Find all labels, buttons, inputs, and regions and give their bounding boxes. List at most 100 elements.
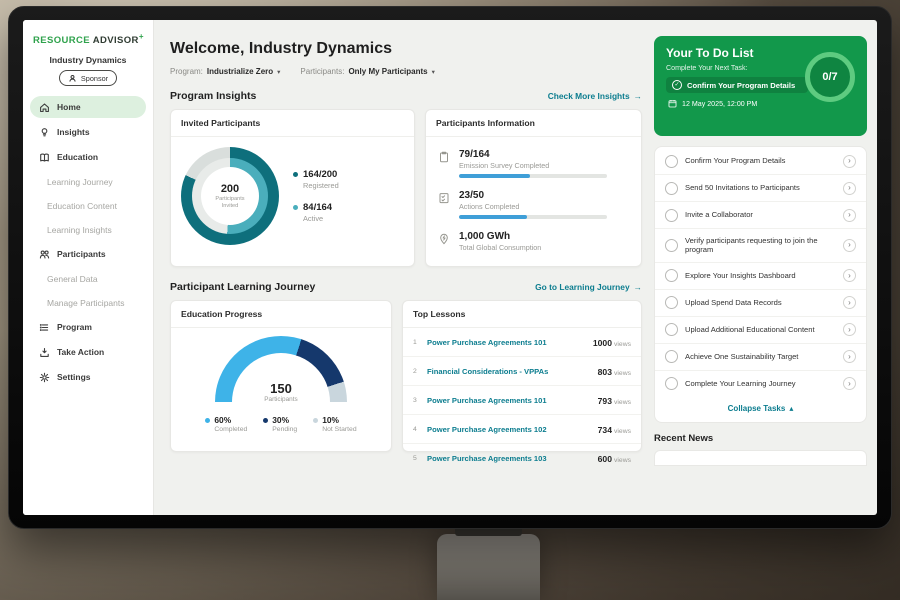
sidebar-item-general-data[interactable]: General Data <box>30 268 146 289</box>
chevron-right-icon[interactable]: › <box>843 377 856 391</box>
collapse-tasks-button[interactable]: Collapse Tasks ▴ <box>655 397 866 421</box>
chevron-right-icon[interactable]: › <box>843 323 856 337</box>
task-checkbox[interactable] <box>665 154 678 168</box>
recent-news-card <box>654 449 867 466</box>
sidebar-item-settings[interactable]: Settings <box>30 366 146 388</box>
chevron-right-icon[interactable]: › <box>843 154 856 168</box>
chevron-right-icon[interactable]: › <box>843 181 856 195</box>
chevron-up-icon: ▴ <box>789 403 794 413</box>
task-checkbox[interactable] <box>665 323 678 337</box>
sidebar-item-label: Take Action <box>57 347 105 358</box>
sidebar-item-education-content[interactable]: Education Content <box>30 195 146 216</box>
gauge-center-value: 150 <box>270 381 292 396</box>
task-row[interactable]: Upload Additional Educational Content › <box>655 317 866 344</box>
lesson-row[interactable]: 1 Power Purchase Agreements 101 1000 view… <box>403 328 641 357</box>
sidebar-item-learning-insights[interactable]: Learning Insights <box>30 219 146 240</box>
lesson-row[interactable]: 3 Power Purchase Agreements 101 793 views <box>403 386 641 415</box>
lesson-title-link[interactable]: Power Purchase Agreements 103 <box>427 453 547 463</box>
lesson-row[interactable]: 5 Power Purchase Agreements 103 600 views <box>403 444 641 472</box>
legend-not-started: 10% Not Started <box>313 415 357 433</box>
task-checkbox[interactable] <box>665 350 678 364</box>
lesson-title-link[interactable]: Power Purchase Agreements 102 <box>427 424 547 434</box>
chevron-right-icon[interactable]: › <box>843 269 856 283</box>
chevron-right-icon[interactable]: › <box>843 238 856 252</box>
lesson-rank: 2 <box>413 367 417 375</box>
legend-active: 84/164 Active <box>293 202 339 223</box>
sidebar-item-insights[interactable]: Insights <box>30 121 146 143</box>
legend-label: Pending <box>272 426 298 433</box>
sidebar-item-education[interactable]: Education <box>30 146 146 168</box>
participants-filter-dropdown[interactable]: Only My Participants <box>348 67 428 76</box>
sponsor-icon <box>69 74 76 82</box>
task-row[interactable]: Send 50 Invitations to Participants › <box>655 175 866 202</box>
legend-dot <box>263 417 269 423</box>
legend-label: Completed <box>214 426 248 433</box>
sidebar-item-learning-journey[interactable]: Learning Journey <box>30 171 146 192</box>
chevron-down-icon[interactable]: ▾ <box>431 68 435 76</box>
link-label: Go to Learning Journey <box>535 282 630 292</box>
app-logo: RESOURCE ADVISOR+ <box>30 32 146 46</box>
task-checkbox[interactable] <box>665 377 678 391</box>
task-row[interactable]: Explore Your Insights Dashboard › <box>655 263 866 290</box>
sidebar-item-take-action[interactable]: Take Action <box>30 341 146 363</box>
gear-icon <box>39 372 50 383</box>
checklist-icon <box>438 190 450 219</box>
go-to-learning-journey-link[interactable]: Go to Learning Journey → <box>535 282 642 292</box>
task-checkbox[interactable] <box>665 296 678 310</box>
check-more-insights-link[interactable]: Check More Insights → <box>548 91 642 101</box>
lesson-views-label: views <box>614 341 631 348</box>
lesson-title-link[interactable]: Power Purchase Agreements 101 <box>427 395 547 405</box>
task-row[interactable]: Achieve One Sustainability Target › <box>655 344 866 371</box>
task-row[interactable]: Confirm Your Program Details › <box>655 148 866 175</box>
legend-dot <box>293 172 298 177</box>
gauge-center-label: Participants <box>264 396 298 403</box>
task-row[interactable]: Complete Your Learning Journey › <box>655 371 866 397</box>
legend-dot <box>293 205 298 210</box>
donut-legend: 164/200 Registered 84/164 Active <box>293 169 339 223</box>
book-icon <box>39 152 50 163</box>
sidebar-item-program[interactable]: Program <box>30 316 146 338</box>
task-checkbox[interactable] <box>665 208 678 222</box>
sponsor-badge[interactable]: Sponsor <box>59 70 117 87</box>
program-filter-dropdown[interactable]: Industrialize Zero <box>206 67 274 76</box>
sidebar-item-label: Participants <box>57 249 106 260</box>
lesson-title-link[interactable]: Financial Considerations - VPPAs <box>427 366 549 376</box>
monitor-bezel: RESOURCE ADVISOR+ Industry Dynamics Spon… <box>8 6 892 529</box>
participants-information-card: Participants Information 79/164 Emission… <box>425 109 642 267</box>
sidebar-item-label: Learning Insights <box>47 224 112 235</box>
task-label: Upload Additional Educational Content <box>685 324 815 334</box>
sidebar-item-label: Home <box>57 102 81 113</box>
chevron-right-icon[interactable]: › <box>843 350 856 364</box>
todo-due: 12 May 2025, 12:00 PM <box>666 99 855 108</box>
task-row[interactable]: Upload Spend Data Records › <box>655 290 866 317</box>
todo-task-list: Confirm Your Program Details › Send 50 I… <box>654 146 867 423</box>
participants-filter-label: Participants: <box>300 67 345 76</box>
lesson-rank: 1 <box>413 338 417 346</box>
todo-next-task[interactable]: ✓ Confirm Your Program Details <box>666 77 808 93</box>
chevron-right-icon[interactable]: › <box>843 296 856 310</box>
task-label: Send 50 Invitations to Participants <box>685 183 800 193</box>
task-checkbox[interactable] <box>665 269 678 283</box>
sponsor-badge-label: Sponsor <box>80 73 109 83</box>
task-row[interactable]: Verify participants requesting to join t… <box>655 229 866 263</box>
lesson-views-label: views <box>614 370 631 377</box>
logo-text-advisor: ADVISOR <box>92 35 139 47</box>
gauge-legend: 60% Completed 30% Pending 10% Not Starte… <box>205 415 357 433</box>
lesson-views: 734 <box>597 425 612 435</box>
sidebar-item-manage-participants[interactable]: Manage Participants <box>30 292 146 313</box>
sidebar-item-label: Learning Journey <box>47 176 113 187</box>
lesson-title-link[interactable]: Power Purchase Agreements 101 <box>427 337 547 347</box>
sidebar: RESOURCE ADVISOR+ Industry Dynamics Spon… <box>23 20 154 515</box>
lesson-row[interactable]: 4 Power Purchase Agreements 102 734 views <box>403 415 641 444</box>
legend-completed: 60% Completed <box>205 415 247 433</box>
task-checkbox[interactable] <box>665 181 678 195</box>
lesson-views: 600 <box>597 454 612 464</box>
sidebar-item-participants[interactable]: Participants <box>30 243 146 265</box>
sidebar-item-home[interactable]: Home <box>30 96 146 119</box>
chevron-right-icon[interactable]: › <box>843 208 856 222</box>
task-label: Invite a Collaborator <box>685 210 753 220</box>
lesson-row[interactable]: 2 Financial Considerations - VPPAs 803 vi… <box>403 357 641 386</box>
task-checkbox[interactable] <box>665 238 678 252</box>
task-row[interactable]: Invite a Collaborator › <box>655 202 866 229</box>
chevron-down-icon[interactable]: ▾ <box>277 68 281 76</box>
